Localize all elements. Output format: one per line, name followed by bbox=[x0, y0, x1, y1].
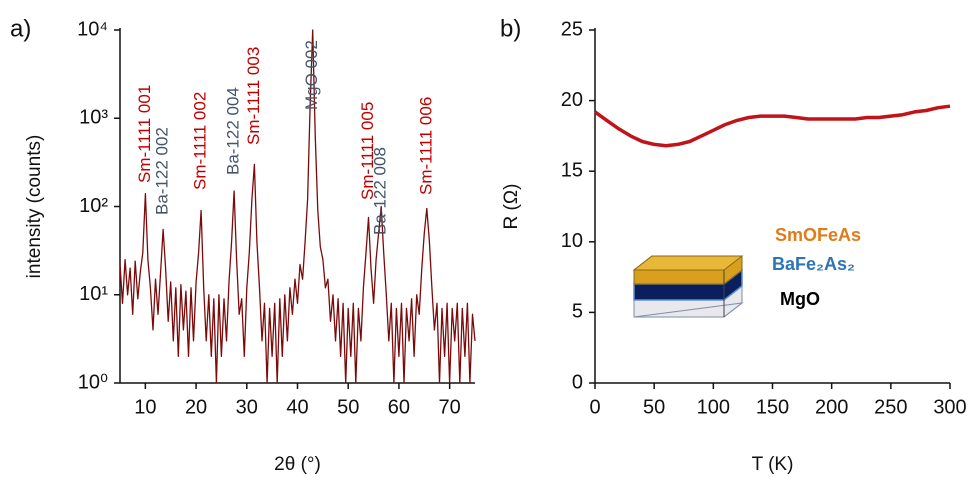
y-axis-title: R (Ω) bbox=[501, 184, 522, 230]
inset-label: MgO bbox=[780, 289, 820, 309]
x-tick-label: 50 bbox=[643, 396, 665, 418]
data-line bbox=[119, 29, 476, 384]
x-tick-label: 10 bbox=[134, 396, 156, 418]
y-tick-label: 10⁴ bbox=[77, 18, 108, 40]
mgo-edge bbox=[633, 302, 744, 318]
peak-annotation: Ba-122 002 bbox=[153, 127, 172, 215]
x-axis-title: T (K) bbox=[752, 454, 794, 475]
y-axis-title: intensity (counts) bbox=[24, 135, 45, 279]
x-tick-label: 150 bbox=[756, 396, 789, 418]
peak-annotation: Ba-122 004 bbox=[224, 87, 243, 175]
x-tick-label: 20 bbox=[185, 396, 207, 418]
x-axis-title: 2θ (°) bbox=[274, 454, 321, 475]
smofeas-top bbox=[632, 255, 744, 271]
inset-label: BaFe₂As₂ bbox=[772, 254, 855, 274]
y-tick-label: 10⁰ bbox=[78, 371, 108, 393]
peak-annotation: Sm-1111 005 bbox=[358, 102, 377, 200]
peak-annotation: Sm-1111 002 bbox=[191, 92, 210, 190]
y-tick-label: 0 bbox=[572, 371, 583, 393]
x-tick-label: 200 bbox=[815, 396, 848, 418]
peak-annotation: Sm-1111 001 bbox=[135, 85, 154, 183]
x-tick-label: 0 bbox=[589, 396, 600, 418]
inset-label: SmOFeAs bbox=[775, 225, 861, 245]
peak-annotation: Sm-1111 006 bbox=[416, 97, 435, 195]
y-tick-label: 10 bbox=[561, 230, 583, 252]
y-tick-label: 10² bbox=[79, 195, 108, 217]
y-tick-label: 20 bbox=[561, 89, 583, 111]
panel-label: a) bbox=[10, 15, 31, 42]
inset-layers bbox=[632, 255, 744, 318]
x-tick-label: 40 bbox=[286, 396, 308, 418]
peak-annotation: MgO 002 bbox=[302, 40, 321, 110]
x-tick-label: 100 bbox=[697, 396, 730, 418]
x-tick-label: 60 bbox=[388, 396, 410, 418]
y-tick-label: 15 bbox=[561, 159, 583, 181]
y-tick-label: 10³ bbox=[79, 107, 108, 129]
x-tick-label: 300 bbox=[933, 396, 966, 418]
x-tick-label: 70 bbox=[439, 396, 461, 418]
y-tick-label: 10¹ bbox=[79, 283, 108, 305]
x-tick-label: 30 bbox=[236, 396, 258, 418]
panel-label: b) bbox=[500, 15, 521, 42]
y-tick-label: 25 bbox=[561, 18, 583, 40]
y-tick-label: 5 bbox=[572, 301, 583, 323]
x-tick-label: 250 bbox=[874, 396, 907, 418]
peak-annotation: Sm-1111 003 bbox=[244, 47, 263, 145]
peak-annotation: Ba-122 008 bbox=[371, 147, 390, 235]
x-tick-label: 50 bbox=[337, 396, 359, 418]
data-line bbox=[593, 104, 951, 148]
